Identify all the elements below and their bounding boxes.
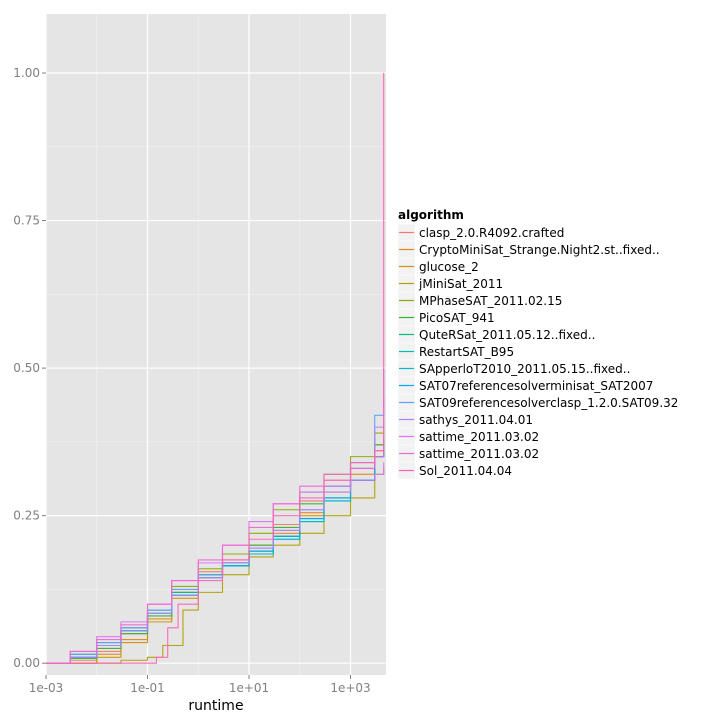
series-layer [46, 73, 385, 664]
legend-label: sathys_2011.04.01 [419, 413, 533, 427]
legend-label: glucose_2 [419, 260, 479, 274]
axes: 0.00 0.25 0.50 0.75 1.00 1e-03 1e-01 1e+01 1e+03 [13, 66, 370, 695]
x-tick-label: 1e-03 [29, 681, 64, 695]
legend-label: sattime_2011.03.02 [419, 430, 539, 444]
legend-title: algorithm [398, 208, 464, 222]
legend-label: CryptoMiniSat_Strange.Night2.st..fixed.. [419, 243, 660, 257]
legend-label: SApperloT2010_2011.05.15..fixed.. [419, 362, 630, 376]
legend-label: clasp_2.0.R4092.crafted [419, 226, 564, 240]
legend-label: SAT07referencesolverminisat_SAT2007 [419, 379, 653, 393]
legend-label: SAT09referencesolverclasp_1.2.0.SAT09.32 [419, 396, 678, 410]
legend-label: Sol_2011.04.04 [419, 464, 512, 478]
plot-panel [46, 14, 386, 675]
y-tick-label: 0.25 [13, 509, 40, 523]
y-tick-label: 0.50 [13, 361, 40, 375]
x-tick-label: 1e+03 [330, 681, 370, 695]
legend: algorithm clasp_2.0.R4092.crafted CryptoM… [397, 208, 678, 480]
series-line-15 [46, 73, 385, 664]
legend-label: sattime_2011.03.02 [419, 447, 539, 461]
y-tick-label: 0.00 [13, 656, 40, 670]
legend-label: PicoSAT_941 [419, 311, 495, 325]
y-tick-label: 1.00 [13, 66, 40, 80]
x-axis-title: runtime [188, 698, 243, 714]
x-tick-label: 1e-01 [130, 681, 165, 695]
x-tick-label: 1e+01 [229, 681, 269, 695]
legend-label: RestartSAT_B95 [419, 345, 514, 359]
legend-label: QuteRSat_2011.05.12..fixed.. [419, 328, 595, 342]
y-tick-label: 0.75 [13, 214, 40, 228]
series-line-4 [46, 468, 385, 664]
legend-label: MPhaseSAT_2011.02.15 [419, 294, 562, 308]
legend-label: jMiniSat_2011 [418, 277, 503, 291]
